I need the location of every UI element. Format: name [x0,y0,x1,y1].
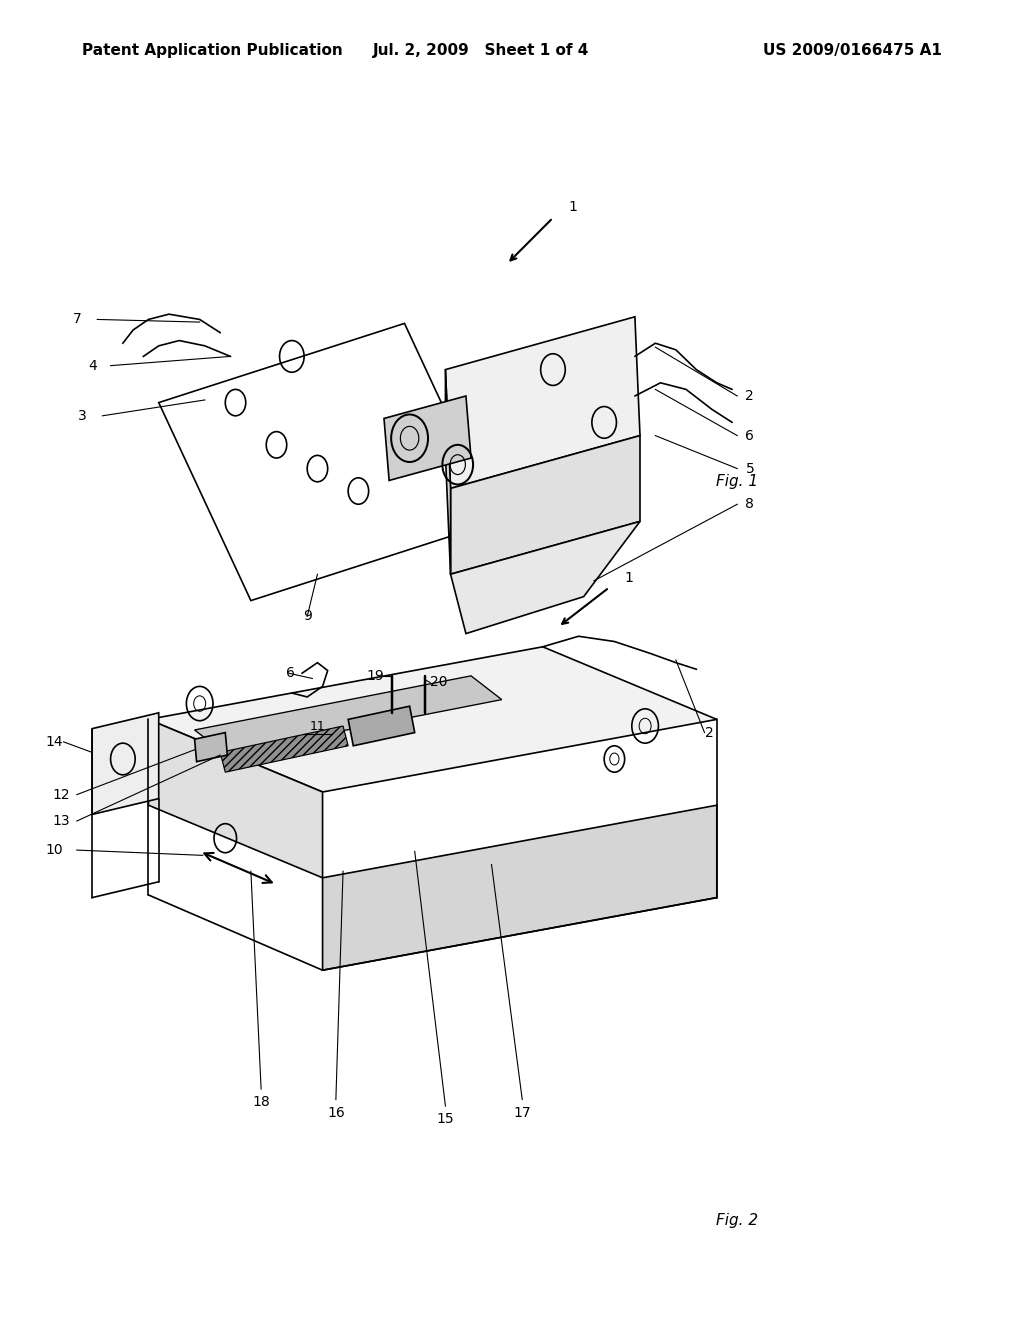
Text: Jul. 2, 2009   Sheet 1 of 4: Jul. 2, 2009 Sheet 1 of 4 [373,42,590,58]
Text: 2: 2 [705,726,714,739]
Text: 13: 13 [52,814,70,828]
Text: 9: 9 [303,610,311,623]
Polygon shape [92,713,159,814]
Text: 14: 14 [46,735,63,748]
Text: 11: 11 [309,719,326,733]
Polygon shape [195,733,227,762]
Polygon shape [451,521,640,634]
Text: 8: 8 [745,498,755,511]
Polygon shape [148,647,717,792]
Polygon shape [451,436,640,574]
Text: 19: 19 [367,669,384,682]
Text: 3: 3 [78,409,87,422]
Text: 1: 1 [568,201,578,214]
Polygon shape [445,317,640,488]
Text: 7: 7 [73,313,82,326]
Polygon shape [348,706,415,746]
Text: 10: 10 [46,843,63,857]
Text: 18: 18 [252,1096,270,1109]
Text: 12: 12 [52,788,70,801]
Text: Fig. 1: Fig. 1 [716,474,759,490]
Text: 1: 1 [625,572,634,585]
Text: 6: 6 [745,429,755,442]
Text: 16: 16 [327,1106,345,1119]
Text: 15: 15 [436,1113,455,1126]
Polygon shape [323,805,717,970]
Polygon shape [195,676,502,754]
Text: 6: 6 [286,667,295,680]
Text: 17: 17 [513,1106,531,1119]
Text: Fig. 2: Fig. 2 [716,1213,759,1229]
Text: 5: 5 [745,462,755,475]
Text: 4: 4 [88,359,97,372]
Text: Patent Application Publication: Patent Application Publication [82,42,343,58]
Polygon shape [148,719,323,878]
Text: 20: 20 [430,676,447,689]
Polygon shape [384,396,471,480]
Text: 2: 2 [745,389,755,403]
Polygon shape [220,726,348,772]
Text: US 2009/0166475 A1: US 2009/0166475 A1 [763,42,942,58]
Polygon shape [445,370,451,574]
